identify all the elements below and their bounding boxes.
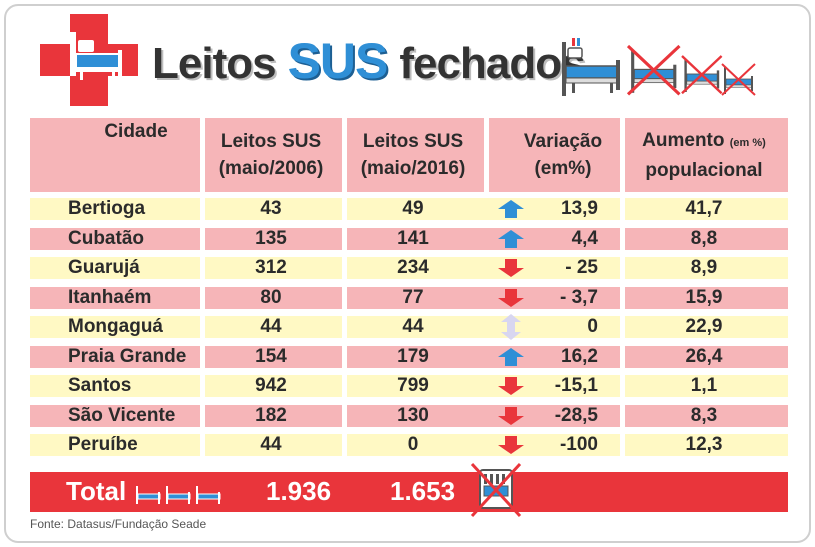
beds-2006-cell: 43: [260, 198, 282, 219]
beds-2006-cell: 942: [255, 375, 287, 396]
table-row: São Vicente 182 130 -28,5 8,3: [30, 404, 788, 427]
arrow-down-icon: [484, 287, 538, 309]
variation-cell: 4,4: [571, 227, 598, 249]
beds-2016-cell: 799: [397, 375, 429, 396]
equal-icon: [484, 314, 538, 340]
table-row: Praia Grande 154 179 16,2 26,4: [30, 345, 788, 368]
population-cell: 12,3: [685, 434, 723, 455]
crossed-beds-icon: [562, 38, 756, 96]
city-cell: Cubatão: [68, 227, 144, 249]
city-cell: Praia Grande: [68, 345, 187, 367]
beds-2016-cell: 44: [402, 316, 424, 337]
arrow-down-icon: [484, 434, 538, 456]
city-cell: Bertioga: [68, 198, 146, 219]
beds-2006-cell: 135: [255, 227, 287, 249]
arrow-up-icon: [484, 346, 538, 368]
beds-2016-cell: 179: [397, 345, 429, 367]
population-cell: 22,9: [685, 316, 723, 337]
beds-2016-cell: 130: [397, 404, 429, 426]
table-row: Guarujá 312 234 - 25 8,9: [30, 257, 788, 279]
arrow-up-icon: [484, 198, 538, 220]
total-beds-2016: 1.653: [390, 476, 456, 506]
population-cell: 41,7: [685, 198, 723, 219]
title-part-fechados: fechados: [399, 39, 585, 88]
variation-cell: 0: [587, 316, 598, 337]
beds-2006-cell: 154: [255, 345, 287, 367]
header-beds-2006: Leitos SUS (maio/2006): [218, 131, 324, 179]
table-row: Itanhaém 80 77 - 3,7 15,9: [30, 286, 788, 309]
bed-large-icon: [562, 38, 620, 96]
city-cell: Guarujá: [68, 257, 140, 278]
table-row: Cubatão 135 141 4,4 8,8: [30, 227, 788, 250]
population-cell: 15,9: [685, 286, 723, 308]
total-row: Total 1.936 1.653: [30, 472, 788, 512]
city-cell: São Vicente: [68, 404, 176, 426]
table-row: Peruíbe 44 0 -100 12,3: [30, 434, 788, 456]
table-row: Bertioga 43 49 13,9 41,7: [30, 198, 788, 220]
title-part-leitos: Leitos: [152, 39, 277, 88]
arrow-up-icon: [484, 228, 538, 250]
variation-cell: -28,5: [554, 404, 598, 426]
source-note: Fonte: Datasus/Fundação Seade: [30, 517, 207, 531]
hospital-bed-cross-icon: [40, 14, 138, 106]
variation-cell: 13,9: [561, 198, 598, 219]
total-label: Total: [66, 476, 127, 506]
population-cell: 26,4: [685, 345, 723, 367]
beds-2006-cell: 80: [260, 286, 282, 308]
city-cell: Santos: [68, 375, 132, 396]
total-beds-2006: 1.936: [266, 476, 332, 506]
header-population: Aumento (em %) populacional: [642, 129, 766, 181]
table-row: Mongaguá 44 44 0 22,9: [30, 314, 788, 340]
crossed-bed-icon: [470, 462, 522, 518]
population-cell: 1,1: [690, 375, 718, 396]
variation-cell: -100: [559, 434, 598, 455]
population-cell: 8,8: [690, 227, 718, 249]
header-city: Cidade: [104, 121, 168, 142]
beds-2006-cell: 44: [260, 434, 282, 455]
arrow-down-icon: [484, 405, 538, 427]
header-variation: Variação (em%): [523, 131, 603, 179]
table-row: Santos 942 799 -15,1 1,1: [30, 375, 788, 397]
city-cell: Mongaguá: [68, 316, 163, 337]
beds-2016-cell: 49: [402, 198, 424, 219]
beds-2016-cell: 234: [397, 257, 429, 278]
beds-2016-cell: 0: [407, 434, 419, 455]
beds-2006-cell: 182: [255, 404, 287, 426]
header-beds-2016: Leitos SUS (maio/2016): [360, 131, 466, 179]
beds-2006-cell: 312: [255, 257, 287, 278]
page-title: Leitos SUS fechados: [152, 32, 586, 102]
mini-beds-icon: [136, 486, 221, 504]
arrow-down-icon: [484, 375, 538, 397]
population-cell: 8,3: [690, 404, 718, 426]
variation-cell: 16,2: [561, 345, 598, 367]
city-cell: Itanhaém: [68, 286, 152, 308]
beds-2016-cell: 141: [397, 227, 429, 249]
city-cell: Peruíbe: [68, 434, 138, 455]
beds-2006-cell: 44: [260, 316, 282, 337]
beds-2016-cell: 77: [402, 286, 424, 308]
variation-cell: -15,1: [554, 375, 598, 396]
variation-cell: - 25: [565, 257, 598, 278]
table-header: Cidade Leitos SUS (maio/2006) Leitos SUS…: [30, 118, 788, 192]
title-part-sus: SUS: [287, 33, 389, 89]
population-cell: 8,9: [690, 257, 718, 278]
variation-cell: - 3,7: [559, 286, 598, 308]
arrow-down-icon: [484, 257, 538, 279]
